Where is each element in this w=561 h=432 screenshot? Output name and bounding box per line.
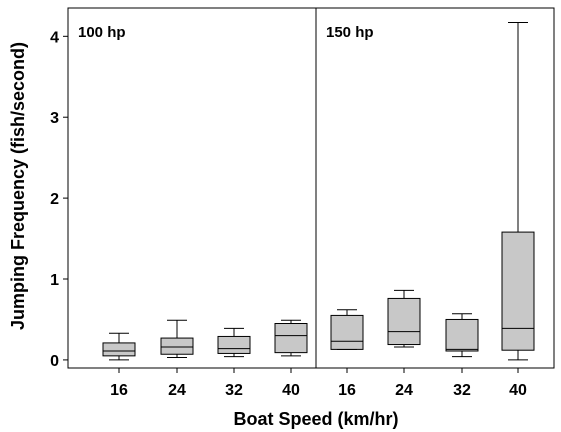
x-tick-label: 32	[453, 382, 471, 399]
y-tick-label: 2	[50, 191, 59, 208]
panel-label: 150 hp	[326, 24, 374, 41]
box	[102, 342, 136, 357]
box	[387, 297, 421, 346]
x-tick-label: 16	[110, 382, 128, 399]
y-axis-title: Jumping Frequency (fish/second)	[8, 42, 28, 330]
x-tick-label: 24	[168, 382, 186, 399]
box	[445, 318, 479, 352]
x-tick-label: 32	[225, 382, 243, 399]
plot-area: 0 1 2 3 4 100 hp 16 24 32 40 150 hp 16 24 32 40	[50, 7, 555, 399]
x-tick-label: 40	[282, 382, 300, 399]
y-tick-label: 1	[50, 272, 59, 289]
x-tick-label: 24	[395, 382, 413, 399]
x-tick-label: 40	[509, 382, 527, 399]
box	[274, 323, 308, 354]
box	[501, 231, 535, 351]
x-tick-label: 16	[338, 382, 356, 399]
y-tick-label: 4	[50, 29, 59, 46]
box	[160, 337, 194, 355]
y-tick-label: 3	[50, 110, 59, 127]
panel-label: 100 hp	[78, 24, 126, 41]
x-axis-title: Boat Speed (km/hr)	[233, 409, 398, 429]
box	[330, 314, 364, 350]
plot-frame	[67, 7, 555, 369]
y-tick-label: 0	[50, 353, 59, 370]
box	[217, 335, 251, 354]
